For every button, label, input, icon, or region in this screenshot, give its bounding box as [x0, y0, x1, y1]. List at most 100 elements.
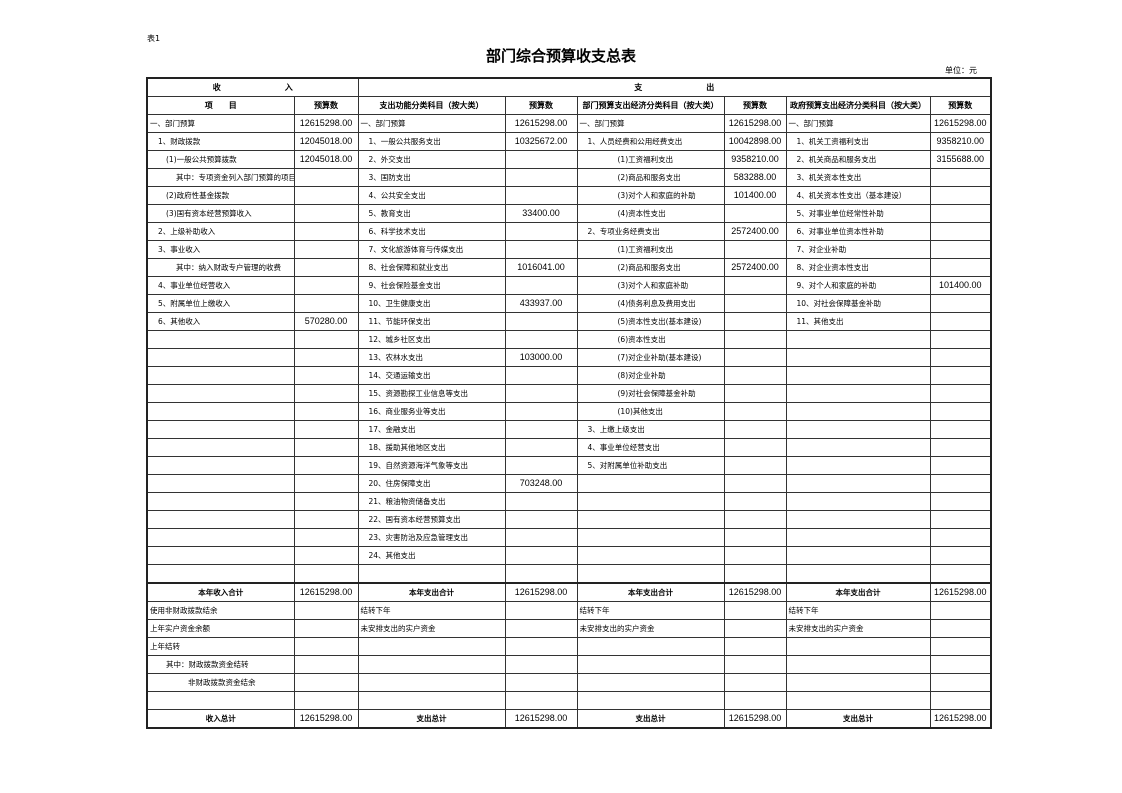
item-label-cell: 4、公共安全支出 [357, 186, 506, 205]
item-label-cell [146, 546, 295, 565]
budget-amount-cell [293, 691, 359, 710]
budget-amount-cell [504, 222, 578, 241]
item-label-cell: 22、国有资本经营预算支出 [357, 510, 506, 529]
column-header: 政府预算支出经济分类科目（按大类） [785, 96, 931, 115]
budget-amount-cell [293, 673, 359, 692]
item-label-cell [785, 691, 931, 710]
item-label-cell: 8、对企业资本性支出 [785, 258, 931, 277]
budget-amount-cell [504, 330, 578, 349]
budget-amount-cell [293, 492, 359, 511]
item-label-cell [785, 420, 931, 439]
table-row: 13、农林水支出 103000.00 (7)对企业补助(基本建设) [146, 348, 992, 367]
budget-amount-cell [504, 312, 578, 331]
budget-amount-cell [504, 438, 578, 457]
budget-amount-cell: 2572400.00 [723, 222, 787, 241]
budget-amount-cell [723, 366, 787, 385]
budget-amount-cell [723, 384, 787, 403]
budget-amount-cell [723, 474, 787, 493]
budget-amount-cell [504, 510, 578, 529]
item-label-cell [146, 456, 295, 475]
item-label-cell [785, 528, 931, 547]
budget-amount-cell [293, 168, 359, 187]
budget-amount-cell [293, 402, 359, 421]
item-label-cell: 4、事业单位经营收入 [146, 276, 295, 295]
item-label-cell [146, 528, 295, 547]
column-header: 预算数 [293, 96, 359, 115]
budget-amount-cell [929, 294, 992, 313]
budget-amount-cell [929, 474, 992, 493]
item-label-cell: (1)工资福利支出 [576, 150, 725, 169]
budget-amount-cell [929, 456, 992, 475]
item-label-cell [146, 420, 295, 439]
item-label-cell [785, 546, 931, 565]
budget-amount-cell [929, 420, 992, 439]
item-label-cell: 本年支出合计 [357, 582, 506, 602]
budget-amount-cell [504, 546, 578, 565]
budget-amount-cell [293, 456, 359, 475]
budget-amount-cell [929, 546, 992, 565]
table-row: 18、援助其他地区支出 4、事业单位经营支出 [146, 438, 992, 457]
budget-amount-cell [504, 168, 578, 187]
budget-amount-cell [929, 168, 992, 187]
item-label-cell [146, 691, 295, 710]
item-label-cell: 10、卫生健康支出 [357, 294, 506, 313]
item-label-cell: (3)对个人和家庭的补助 [576, 186, 725, 205]
item-label-cell: 一、部门预算 [785, 114, 931, 133]
budget-amount-cell: 33400.00 [504, 204, 578, 223]
budget-amount-cell: 12615298.00 [504, 582, 578, 602]
budget-amount-cell [293, 510, 359, 529]
budget-amount-cell: 12615298.00 [723, 114, 787, 133]
item-label-cell: (1)一般公共预算拨款 [146, 150, 295, 169]
budget-amount-cell [504, 276, 578, 295]
item-label-cell: 3、上缴上级支出 [576, 420, 725, 439]
budget-amount-cell: 570280.00 [293, 312, 359, 331]
budget-amount-cell: 12615298.00 [723, 582, 787, 602]
item-label-cell [146, 492, 295, 511]
table-row: 20、住房保障支出 703248.00 [146, 474, 992, 493]
item-label-cell [146, 402, 295, 421]
item-label-cell [146, 510, 295, 529]
budget-amount-cell: 12615298.00 [504, 709, 578, 729]
item-label-cell: 2、上级补助收入 [146, 222, 295, 241]
budget-amount-cell [723, 330, 787, 349]
item-label-cell: (7)对企业补助(基本建设) [576, 348, 725, 367]
item-label-cell: 3、事业收入 [146, 240, 295, 259]
budget-amount-cell [929, 222, 992, 241]
item-label-cell: 未安排支出的实户资金 [785, 619, 931, 638]
budget-amount-cell: 433937.00 [504, 294, 578, 313]
item-label-cell: (4)资本性支出 [576, 204, 725, 223]
item-label-cell: 8、社会保障和就业支出 [357, 258, 506, 277]
budget-amount-cell [723, 546, 787, 565]
item-label-cell: 2、专项业务经费支出 [576, 222, 725, 241]
item-label-cell [576, 655, 725, 674]
budget-amount-cell: 12615298.00 [293, 582, 359, 602]
budget-amount-cell [293, 186, 359, 205]
item-label-cell [357, 691, 506, 710]
table-row: 其中：财政拨款资金结转 [146, 655, 992, 674]
table-row: 23、灾害防治及应急管理支出 [146, 528, 992, 547]
budget-amount-cell: 2572400.00 [723, 258, 787, 277]
budget-amount-cell [929, 564, 992, 584]
item-label-cell [785, 474, 931, 493]
item-label-cell [146, 438, 295, 457]
budget-amount-cell [723, 420, 787, 439]
item-label-cell: (10)其他支出 [576, 402, 725, 421]
budget-amount-cell [929, 240, 992, 259]
table-row: 24、其他支出 [146, 546, 992, 565]
item-label-cell: 4、机关资本性支出（基本建设） [785, 186, 931, 205]
budget-amount-cell [293, 474, 359, 493]
item-label-cell [785, 637, 931, 656]
table-row [146, 691, 992, 710]
budget-amount-cell [723, 492, 787, 511]
budget-amount-cell [723, 438, 787, 457]
budget-amount-cell [929, 619, 992, 638]
item-label-cell: 6、对事业单位资本性补助 [785, 222, 931, 241]
budget-amount-cell [504, 186, 578, 205]
item-label-cell: 17、金融支出 [357, 420, 506, 439]
budget-amount-cell [293, 601, 359, 620]
budget-amount-cell [504, 655, 578, 674]
item-label-cell: 上年结转 [146, 637, 295, 656]
budget-amount-cell: 103000.00 [504, 348, 578, 367]
item-label-cell [146, 348, 295, 367]
budget-amount-cell [929, 438, 992, 457]
